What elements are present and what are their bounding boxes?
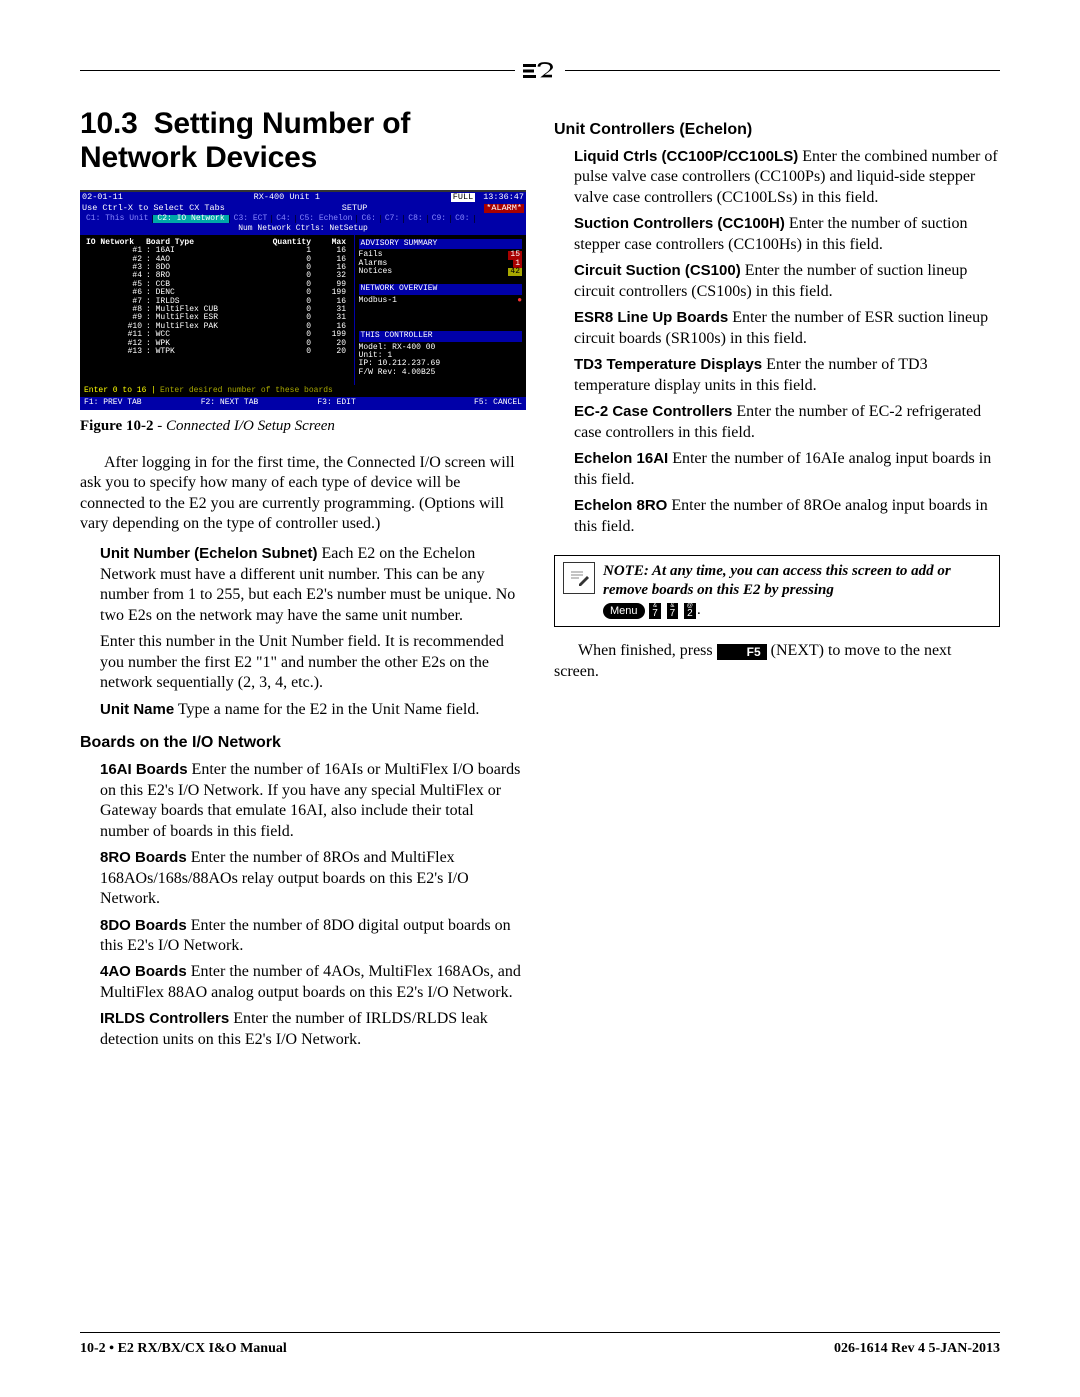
after-note: When finished, press F5 (NEXT) to move t… <box>554 641 1000 682</box>
ss-tab: C8: <box>404 215 427 223</box>
entry: TD3 Temperature Displays Enter the numbe… <box>574 355 1000 396</box>
fkey: F1: PREV TAB <box>84 399 142 407</box>
footer-left: 10-2 • E2 RX/BX/CX I&O Manual <box>80 1341 287 1357</box>
entry: Enter this number in the Unit Number fie… <box>100 632 526 693</box>
entry-term: Unit Number (Echelon Subnet) <box>100 545 318 562</box>
entry: 8RO Boards Enter the number of 8ROs and … <box>100 848 526 909</box>
ss-tab: C9: <box>428 215 451 223</box>
entry-text: Enter this number in the Unit Number fie… <box>100 633 504 691</box>
ss-tabs: C1: This UnitC2: IO NetworkC3: ECTC4:C5:… <box>80 214 526 224</box>
ss-adv-head: ADVISORY SUMMARY <box>359 239 522 249</box>
ss-tab: C0: <box>451 215 474 223</box>
ss-tab: C7: <box>381 215 404 223</box>
menu-key: Menu <box>603 603 645 619</box>
ss-time: 13:36:47 <box>483 193 524 202</box>
ss-mode: FULL <box>451 193 475 202</box>
entry: EC-2 Case Controllers Enter the number o… <box>574 402 1000 443</box>
intro-paragraph: After logging in for the first time, the… <box>80 453 526 535</box>
ss-tab: C6: <box>357 215 380 223</box>
entry: Unit Number (Echelon Subnet) Each E2 on … <box>100 544 526 626</box>
setup-screenshot: 02-01-11 RX-400 Unit 1 FULL 13:36:47 Use… <box>80 190 526 409</box>
note-icon <box>563 562 595 594</box>
entry-term: 4AO Boards <box>100 963 187 980</box>
key-7a: &7 <box>649 603 661 619</box>
entry-term: Circuit Suction (CS100) <box>574 262 741 279</box>
entry-term: EC-2 Case Controllers <box>574 403 732 420</box>
key-7b: &7 <box>667 603 679 619</box>
ss-date: 02-01-11 <box>82 193 123 202</box>
ss-ctrl-head: THIS CONTROLLER <box>359 331 522 341</box>
entry-term: Echelon 8RO <box>574 497 667 514</box>
entry-term: 8DO Boards <box>100 917 187 934</box>
ss-tab: C4: <box>272 215 295 223</box>
entry: Unit Name Type a name for the E2 in the … <box>100 700 526 720</box>
header-logo <box>515 62 565 85</box>
section-heading: 10.3Setting Number of Network Devices <box>80 107 526 174</box>
ss-net-head: NETWORK OVERVIEW <box>359 284 522 294</box>
ss-prompt-right: Enter desired number of these boards <box>160 387 333 395</box>
ss-tab: C5: Echelon <box>296 215 358 223</box>
entry-term: 16AI Boards <box>100 761 188 778</box>
ss-prompt-left: Enter 0 to 16 | <box>84 387 156 395</box>
ss-tab: C1: This Unit <box>82 215 153 223</box>
ss-tab: C3: ECT <box>230 215 273 223</box>
ss-table-rows: #1: 16AI116#2: 4AO016#3: 8DO016#4: 8RO03… <box>86 247 348 356</box>
entry-text: Type a name for the E2 in the Unit Name … <box>174 701 479 718</box>
fkey: F2: NEXT TAB <box>201 399 259 407</box>
fkey: F5: CANCEL <box>474 399 522 407</box>
ss-alarm: *ALARM* <box>484 204 524 213</box>
entry: Echelon 8RO Enter the number of 8ROe ana… <box>574 496 1000 537</box>
footer-right: 026-1614 Rev 4 5-JAN-2013 <box>834 1341 1000 1357</box>
entry-term: Suction Controllers (CC100H) <box>574 215 785 232</box>
entry: Liquid Ctrls (CC100P/CC100LS) Enter the … <box>574 147 1000 208</box>
entry-term: IRLDS Controllers <box>100 1010 229 1027</box>
footer: 10-2 • E2 RX/BX/CX I&O Manual 026-1614 R… <box>80 1332 1000 1357</box>
ss-subline1: Use Ctrl-X to Select CX Tabs <box>82 204 225 213</box>
figure-caption: Figure 10-2 - Connected I/O Setup Screen <box>80 418 526 435</box>
ss-row: #13: WTPK020 <box>86 348 348 356</box>
advisory-row: Notices42 <box>359 268 522 276</box>
f5-key: F5 <box>717 644 767 660</box>
echelon-heading: Unit Controllers (Echelon) <box>554 121 1000 139</box>
entry: IRLDS Controllers Enter the number of IR… <box>100 1009 526 1050</box>
entry: Suction Controllers (CC100H) Enter the n… <box>574 214 1000 255</box>
ctrl-line: F/W Rev: 4.00B25 <box>359 369 522 377</box>
note-text: NOTE: At any time, you can access this s… <box>603 562 991 621</box>
fkey: F3: EDIT <box>317 399 355 407</box>
entry: ESR8 Line Up Boards Enter the number of … <box>574 308 1000 349</box>
ss-tab: C2: IO Network <box>153 215 229 223</box>
entry-term: ESR8 Line Up Boards <box>574 309 728 326</box>
ss-unit-title: RX-400 Unit 1 <box>123 193 451 202</box>
entry: Echelon 16AI Enter the number of 16AIe a… <box>574 449 1000 490</box>
ss-fkeys: F1: PREV TAB F2: NEXT TAB F3: EDIT F5: CANC… <box>80 397 526 409</box>
entry: 4AO Boards Enter the number of 4AOs, Mul… <box>100 962 526 1003</box>
entry-term: Unit Name <box>100 701 174 718</box>
key-2: @2 <box>684 603 696 619</box>
entry-term: Echelon 16AI <box>574 450 668 467</box>
section-number: 10.3 <box>80 107 138 140</box>
boards-heading: Boards on the I/O Network <box>80 734 526 752</box>
entry-term: 8RO Boards <box>100 849 187 866</box>
entry: 16AI Boards Enter the number of 16AIs or… <box>100 760 526 842</box>
ss-net-title: Num Network Ctrls: NetSetup <box>80 224 526 234</box>
note-box: NOTE: At any time, you can access this s… <box>554 555 1000 628</box>
ss-subline2: SETUP <box>225 204 484 213</box>
entry-term: TD3 Temperature Displays <box>574 356 762 373</box>
entry-term: Liquid Ctrls (CC100P/CC100LS) <box>574 148 798 165</box>
entry: Circuit Suction (CS100) Enter the number… <box>574 261 1000 302</box>
entry: 8DO Boards Enter the number of 8DO digit… <box>100 916 526 957</box>
